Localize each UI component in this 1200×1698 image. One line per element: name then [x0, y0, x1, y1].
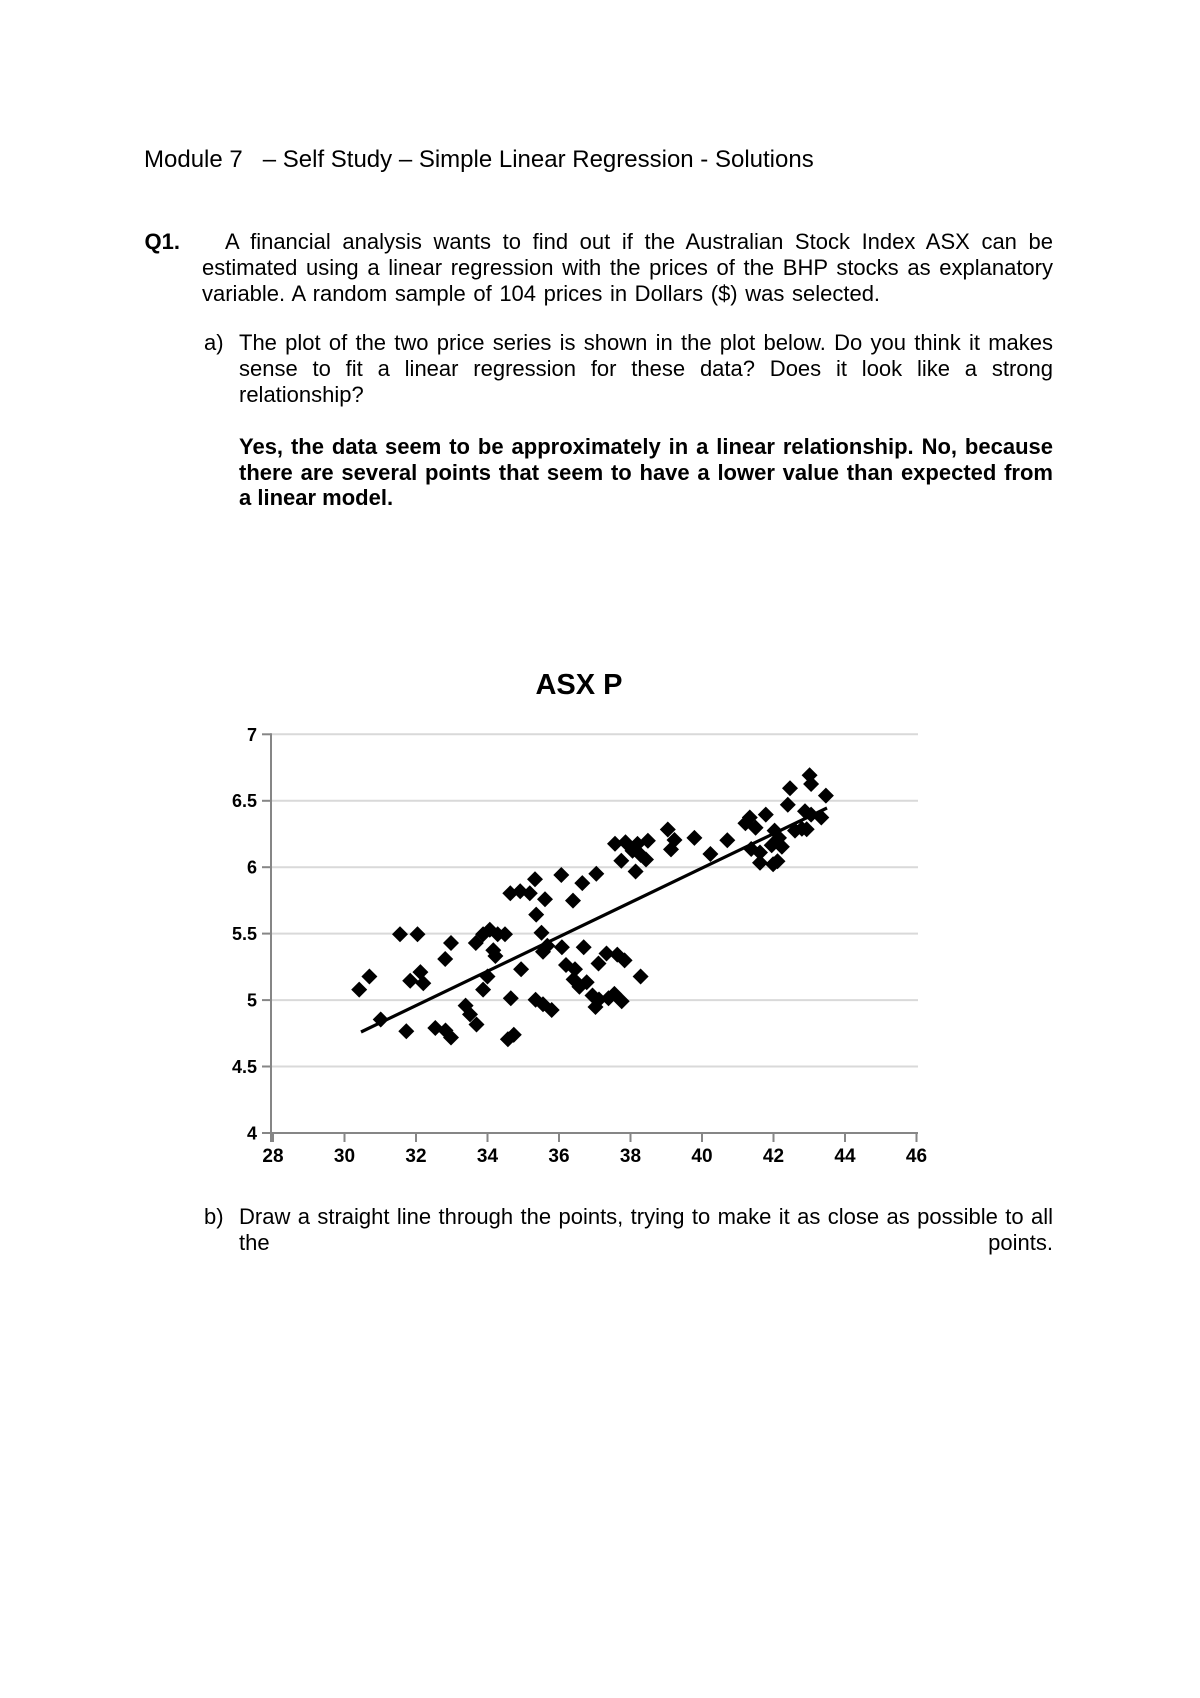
svg-text:28: 28 [262, 1146, 283, 1167]
svg-text:30: 30 [334, 1146, 355, 1167]
svg-text:4.5: 4.5 [232, 1057, 257, 1077]
svg-text:32: 32 [405, 1146, 426, 1167]
svg-text:40: 40 [691, 1146, 712, 1167]
svg-text:42: 42 [763, 1146, 784, 1167]
svg-text:34: 34 [477, 1146, 499, 1167]
svg-text:5.5: 5.5 [232, 924, 257, 944]
svg-text:44: 44 [834, 1146, 856, 1167]
svg-text:7: 7 [247, 725, 257, 745]
svg-text:46: 46 [906, 1146, 927, 1167]
svg-text:6.5: 6.5 [232, 791, 257, 811]
svg-text:4: 4 [247, 1124, 257, 1144]
svg-text:38: 38 [620, 1146, 641, 1167]
svg-text:6: 6 [247, 858, 257, 878]
svg-text:36: 36 [548, 1146, 569, 1167]
svg-text:ASX P: ASX P [535, 669, 622, 701]
svg-text:5: 5 [247, 991, 257, 1011]
